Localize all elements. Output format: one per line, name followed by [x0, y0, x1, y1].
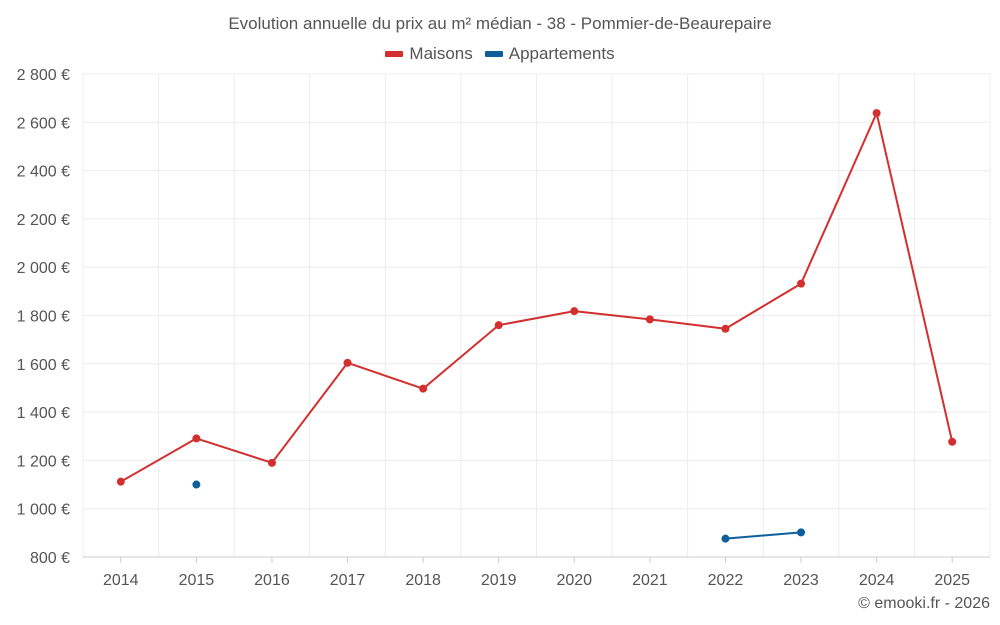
x-tick-label: 2014: [103, 572, 139, 589]
data-point-appartements-2022: [721, 534, 730, 543]
legend-label-appartements: Appartements: [508, 44, 615, 63]
legend-swatch-maisons: [385, 51, 404, 57]
legend-swatch-appartements: [484, 51, 503, 57]
data-point-appartements-2015: [192, 480, 201, 489]
x-tick-label: 2020: [556, 572, 592, 589]
series-maisons: [116, 109, 957, 486]
y-tick-label: 2 000 €: [17, 260, 70, 277]
y-tick-label: 1 200 €: [17, 453, 70, 470]
data-point-maisons-2014: [116, 477, 125, 486]
y-tick-label: 800 €: [30, 550, 70, 567]
data-point-maisons-2025: [948, 437, 957, 446]
data-point-maisons-2023: [797, 279, 806, 288]
legend-item-appartements[interactable]: Appartements: [484, 44, 615, 64]
series-line-appartements: [725, 531, 802, 540]
data-point-maisons-2019: [494, 321, 503, 330]
axes: 800 € 1 000 € 1 200 € 1 400 € 1 600 € 1 800 €…: [17, 67, 990, 589]
x-tick-label: 2017: [330, 572, 366, 589]
x-tick-label: 2015: [179, 572, 215, 589]
y-tick-label: 2 200 €: [17, 212, 70, 229]
x-tick-label: 2019: [481, 572, 517, 589]
y-tick-label: 1 000 €: [17, 502, 70, 519]
data-point-maisons-2018: [419, 384, 428, 393]
y-tick-label: 1 400 €: [17, 405, 70, 422]
data-point-maisons-2015: [192, 434, 201, 443]
legend: Maisons Appartements: [0, 44, 1000, 64]
y-tick-label: 2 400 €: [17, 164, 70, 181]
data-point-maisons-2017: [343, 358, 352, 367]
data-point-appartements-2023: [797, 528, 806, 537]
y-tick-label: 1 600 €: [17, 357, 70, 374]
data-point-maisons-2020: [570, 307, 579, 316]
data-point-maisons-2016: [267, 458, 276, 467]
chart-title: Evolution annuelle du prix au m² médian …: [228, 14, 772, 33]
x-tick-label: 2022: [708, 572, 744, 589]
x-tick-label: 2016: [254, 572, 290, 589]
y-tick-label: 1 800 €: [17, 309, 70, 326]
series-lines: [116, 109, 957, 543]
grid-lines: [82, 73, 991, 557]
x-tick-label: 2024: [859, 572, 895, 589]
data-point-maisons-2024: [872, 109, 881, 118]
series-line-maisons: [120, 112, 954, 483]
y-tick-label: 2 600 €: [17, 115, 70, 132]
data-point-maisons-2022: [721, 324, 730, 333]
data-point-maisons-2021: [645, 315, 654, 324]
y-tick-label: 2 800 €: [17, 67, 70, 84]
x-tick-label: 2021: [632, 572, 668, 589]
legend-label-maisons: Maisons: [409, 44, 473, 63]
legend-item-maisons[interactable]: Maisons: [385, 44, 473, 64]
series-appartements: [192, 480, 806, 543]
x-tick-label: 2023: [783, 572, 819, 589]
x-tick-label: 2025: [934, 572, 970, 589]
x-tick-label: 2018: [405, 572, 441, 589]
credit-text: © emooki.fr - 2026: [858, 595, 990, 612]
